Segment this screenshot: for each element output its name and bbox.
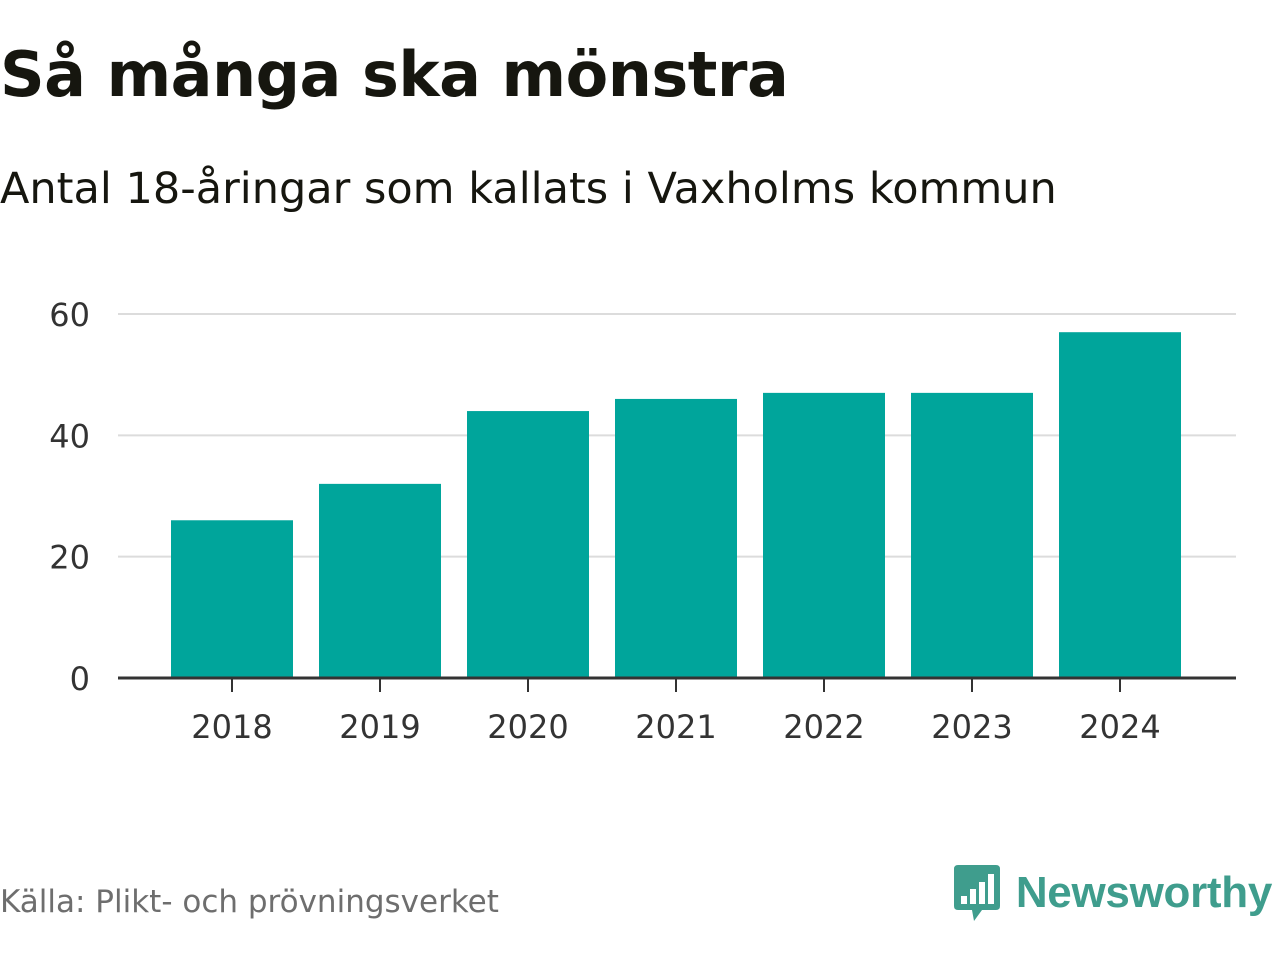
x-tick-label: 2024	[1079, 708, 1160, 746]
brand-logo: Newsworthy	[952, 862, 1272, 924]
brand-name: Newsworthy	[1015, 868, 1272, 917]
y-tick-label: 0	[70, 660, 90, 698]
bars	[171, 332, 1181, 678]
bar-2019	[319, 483, 441, 678]
y-tick-label: 40	[49, 417, 90, 455]
axes: 0 20 40 60 2018 2019 2020 2021 2022 2023 2024	[49, 296, 1236, 746]
newsworthy-logo-icon	[953, 865, 1000, 921]
x-tick-label: 2022	[783, 708, 864, 746]
x-tick-label: 2021	[635, 708, 716, 746]
chart-title: Så många ska mönstra	[0, 38, 789, 111]
chart-subtitle: Antal 18-åringar som kallats i Vaxholms …	[0, 164, 1057, 214]
x-tick-label: 2020	[487, 708, 568, 746]
bar-2023	[911, 392, 1033, 678]
bar-2021	[615, 398, 737, 678]
bar-2018	[171, 520, 293, 678]
bar-2020	[467, 411, 589, 678]
x-tick-label: 2019	[339, 708, 420, 746]
x-tick-label: 2023	[931, 708, 1012, 746]
y-tick-label: 20	[49, 539, 90, 577]
bar-2022	[763, 392, 885, 678]
x-tick-label: 2018	[191, 708, 272, 746]
y-tick-label: 60	[49, 296, 90, 334]
source-note: Källa: Plikt- och prövningsverket	[0, 884, 499, 920]
bar-2024	[1059, 332, 1181, 678]
